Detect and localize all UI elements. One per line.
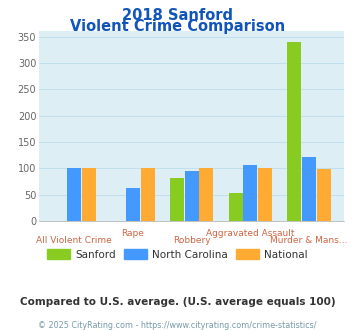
Bar: [302, 157, 316, 221]
Bar: [185, 171, 199, 221]
Text: Compared to U.S. average. (U.S. average equals 100): Compared to U.S. average. (U.S. average …: [20, 297, 335, 307]
Text: All Violent Crime: All Violent Crime: [37, 236, 112, 245]
Bar: [82, 168, 96, 221]
Bar: [288, 42, 301, 221]
Bar: [200, 168, 213, 221]
Bar: [229, 193, 243, 221]
Text: Robbery: Robbery: [173, 236, 211, 245]
Bar: [244, 165, 257, 221]
Text: Violent Crime Comparison: Violent Crime Comparison: [70, 19, 285, 34]
Text: Rape: Rape: [121, 229, 144, 238]
Bar: [126, 188, 140, 221]
Text: Aggravated Assault: Aggravated Assault: [206, 229, 295, 238]
Bar: [67, 168, 81, 221]
Bar: [258, 168, 272, 221]
Text: Murder & Mans...: Murder & Mans...: [271, 236, 348, 245]
Bar: [317, 169, 331, 221]
Text: 2018 Sanford: 2018 Sanford: [122, 8, 233, 23]
Bar: [141, 168, 155, 221]
Legend: Sanford, North Carolina, National: Sanford, North Carolina, National: [43, 245, 312, 264]
Bar: [170, 178, 184, 221]
Text: © 2025 CityRating.com - https://www.cityrating.com/crime-statistics/: © 2025 CityRating.com - https://www.city…: [38, 321, 317, 330]
